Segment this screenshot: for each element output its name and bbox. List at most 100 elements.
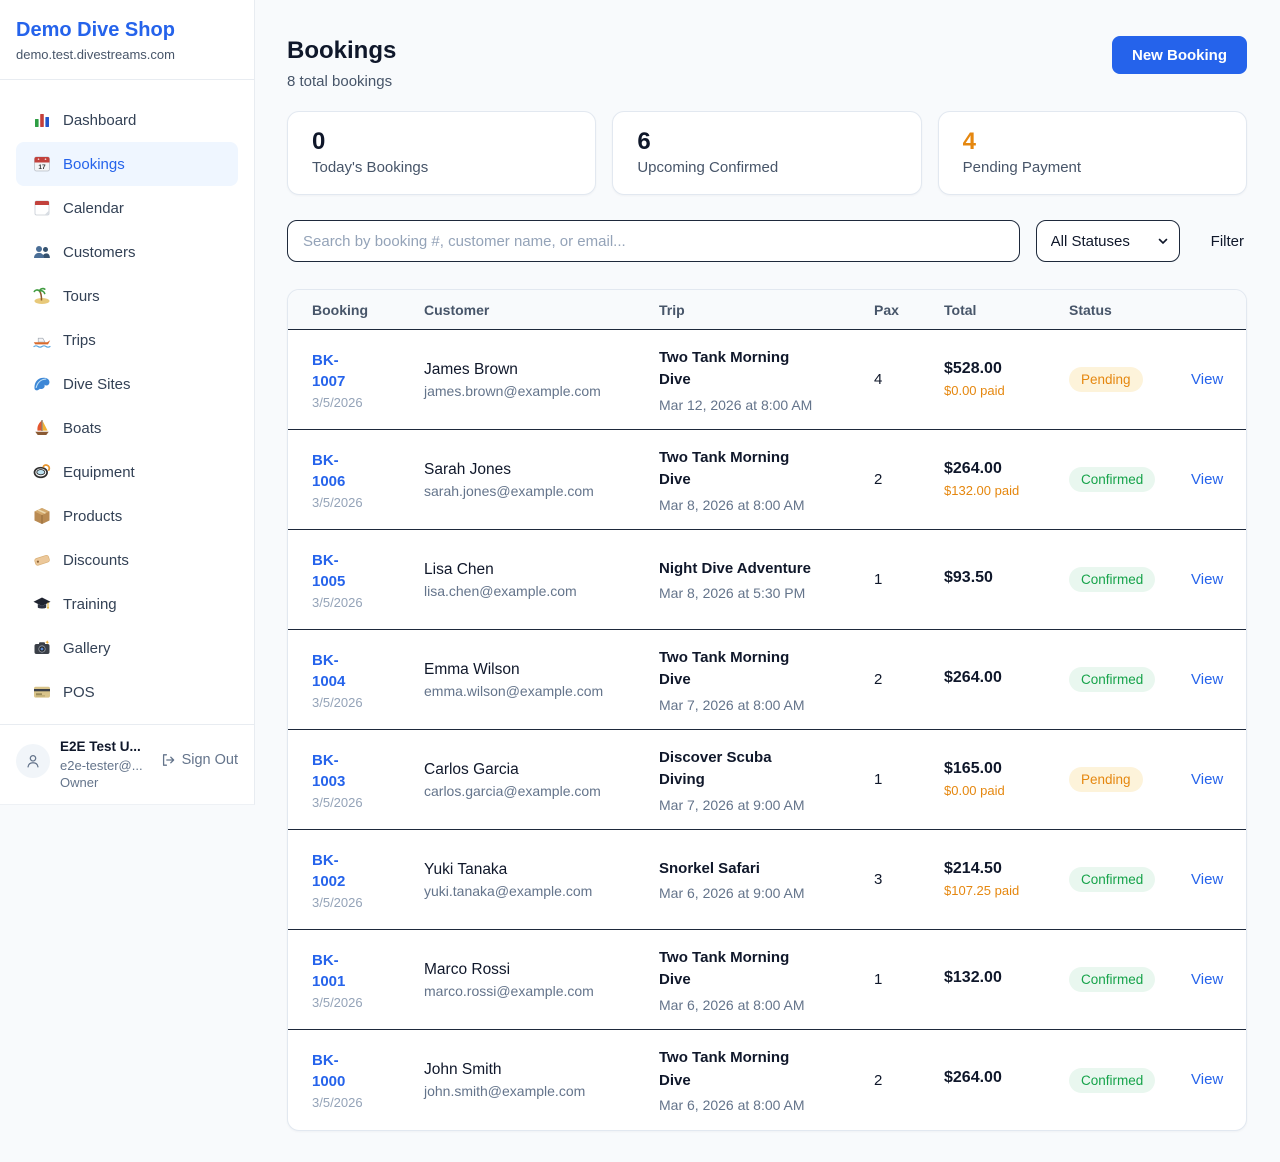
sidebar-item-bookings[interactable]: 17 Bookings [16, 142, 238, 186]
table-row: BK-1006 3/5/2026 Sarah Jones sarah.jones… [288, 430, 1246, 530]
sidebar-item-products[interactable]: Products [16, 494, 238, 538]
view-link[interactable]: View [1191, 670, 1224, 688]
view-link[interactable]: View [1191, 970, 1224, 988]
avatar [16, 744, 50, 778]
shop-domain: demo.test.divestreams.com [16, 47, 175, 62]
booking-date: 3/5/2026 [312, 994, 363, 1010]
booking-cell: BK-1003 3/5/2026 [312, 750, 424, 810]
total-cell: $264.00 [944, 1069, 1069, 1091]
sidebar-item-training[interactable]: Training [16, 582, 238, 626]
booking-id-link[interactable]: BK-1005 [312, 551, 346, 590]
sidebar-header: Demo Dive Shop demo.test.divestreams.com [0, 0, 254, 80]
sidebar-item-equipment[interactable]: Equipment [16, 450, 238, 494]
booking-id-link[interactable]: BK-1006 [312, 451, 346, 490]
customer-email: lisa.chen@example.com [424, 582, 577, 599]
sidebar-item-pos[interactable]: POS [16, 670, 238, 714]
nav-icon [32, 682, 52, 702]
booking-date: 3/5/2026 [312, 894, 363, 910]
status-badge: Pending [1069, 767, 1143, 792]
status-cell: Confirmed [1069, 567, 1191, 592]
customer-email: yuki.tanaka@example.com [424, 882, 593, 899]
col-header-customer: Customer [424, 301, 490, 318]
total-amount: $214.50 [944, 859, 1002, 877]
sidebar-item-customers[interactable]: Customers [16, 230, 238, 274]
page-title: Bookings [287, 37, 397, 64]
sidebar-item-calendar[interactable]: Calendar [16, 186, 238, 230]
sign-out-button[interactable]: Sign Out [160, 752, 238, 768]
status-cell: Confirmed [1069, 867, 1191, 892]
stat-label: Upcoming Confirmed [637, 159, 779, 176]
total-amount: $165.00 [944, 759, 1002, 777]
booking-id-link[interactable]: BK-1000 [312, 1052, 346, 1090]
actions-cell: View [1191, 671, 1223, 689]
trip-cell: Snorkel Safari Mar 6, 2026 at 9:00 AM [659, 858, 874, 902]
stat-value: 0 [312, 128, 326, 155]
paid-amount: $107.25 paid [944, 882, 1020, 898]
user-email: e2e-tester@... [60, 758, 143, 773]
booking-cell: BK-1001 3/5/2026 [312, 950, 424, 1010]
booking-id-link[interactable]: BK-1004 [312, 651, 346, 690]
customer-email: john.smith@example.com [424, 1083, 586, 1099]
booking-cell: BK-1000 3/5/2026 [312, 1050, 424, 1110]
person-icon [27, 754, 39, 768]
col-header-total: Total [944, 301, 977, 318]
view-link[interactable]: View [1191, 370, 1224, 388]
total-amount: $93.50 [944, 568, 993, 586]
pax-cell: 1 [874, 571, 883, 588]
actions-cell: View [1191, 571, 1223, 589]
sidebar-item-label: Products [63, 507, 123, 525]
view-link[interactable]: View [1191, 470, 1224, 488]
trip-cell: Two Tank Morning Dive Mar 12, 2026 at 8:… [659, 347, 874, 413]
trip-datetime: Mar 8, 2026 at 8:00 AM [659, 496, 805, 513]
booking-id-link[interactable]: BK-1003 [312, 751, 346, 790]
total-cell: $528.00 $0.00 paid [944, 360, 1069, 400]
trip-name: Two Tank Morning Dive [659, 448, 790, 489]
trip-name: Two Tank Morning Dive [659, 348, 790, 389]
sidebar-item-boats[interactable]: Boats [16, 406, 238, 450]
sidebar-item-gallery[interactable]: Gallery [16, 626, 238, 670]
view-link[interactable]: View [1191, 870, 1224, 888]
status-cell: Confirmed [1069, 667, 1191, 692]
view-link[interactable]: View [1191, 770, 1224, 788]
sidebar-item-dive-sites[interactable]: Dive Sites [16, 362, 238, 406]
booking-date: 3/5/2026 [312, 594, 363, 610]
total-cell: $214.50 $107.25 paid [944, 860, 1069, 900]
nav-icon [32, 462, 52, 482]
filter-button[interactable]: Filter [1210, 232, 1244, 250]
booking-id-link[interactable]: BK-1001 [312, 951, 346, 990]
status-select[interactable]: All Statuses [1035, 220, 1180, 262]
sidebar-item-discounts[interactable]: Discounts [16, 538, 238, 582]
search-input[interactable] [287, 220, 1020, 262]
table-body: BK-1007 3/5/2026 James Brown james.brown… [288, 330, 1246, 1130]
filter-bar: All Statuses Filter [287, 220, 1247, 262]
booking-id-link[interactable]: BK-1007 [312, 351, 346, 390]
new-booking-button[interactable]: New Booking [1111, 36, 1247, 74]
user-name: E2E Test U... [60, 739, 141, 754]
pax-cell: 1 [874, 971, 883, 988]
table-row: BK-1007 3/5/2026 James Brown james.brown… [288, 330, 1246, 430]
booking-id-link[interactable]: BK-1002 [312, 851, 346, 890]
customer-email: sarah.jones@example.com [424, 482, 594, 499]
sidebar-item-dashboard[interactable]: Dashboard [16, 98, 238, 142]
customer-cell: Marco Rossi marco.rossi@example.com [424, 961, 659, 999]
col-header-trip: Trip [659, 301, 685, 318]
col-header-booking: Booking [312, 301, 368, 318]
customer-email: james.brown@example.com [424, 382, 601, 399]
view-link[interactable]: View [1191, 1071, 1224, 1088]
sidebar-item-label: POS [63, 683, 95, 701]
customer-cell: Lisa Chen lisa.chen@example.com [424, 561, 659, 599]
total-cell: $165.00 $0.00 paid [944, 760, 1069, 800]
booking-date: 3/5/2026 [312, 494, 363, 510]
stat-cards: 0 Today's Bookings 6 Upcoming Confirmed … [287, 111, 1247, 195]
nav-icon: 17 [32, 154, 52, 174]
sidebar-item-label: Gallery [63, 639, 111, 657]
sidebar-item-tours[interactable]: Tours [16, 274, 238, 318]
status-cell: Pending [1069, 367, 1191, 392]
customer-cell: James Brown james.brown@example.com [424, 361, 659, 399]
view-link[interactable]: View [1191, 570, 1224, 588]
table-row: BK-1001 3/5/2026 Marco Rossi marco.rossi… [288, 930, 1246, 1030]
trip-datetime: Mar 6, 2026 at 8:00 AM [659, 996, 805, 1013]
sidebar-item-trips[interactable]: Trips [16, 318, 238, 362]
table-header-row: Booking Customer Trip Pax Total Status [288, 290, 1246, 330]
col-header-status: Status [1069, 301, 1112, 318]
